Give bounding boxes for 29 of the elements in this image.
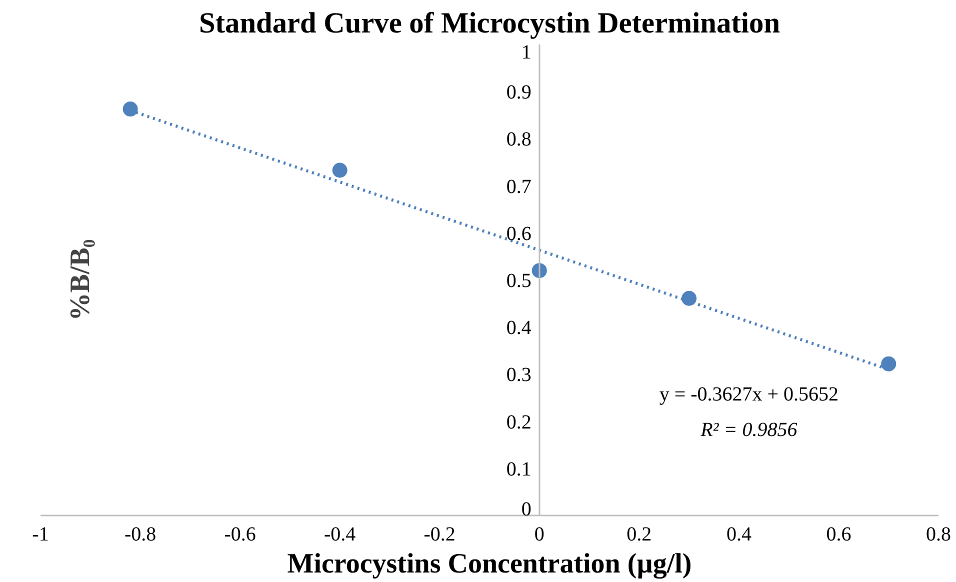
x-tick-label: -0.4 bbox=[324, 524, 356, 546]
x-tick-label: -1 bbox=[32, 524, 49, 546]
y-axis-title: %B/B₀ bbox=[65, 239, 96, 321]
y-tick-label: 0.8 bbox=[506, 128, 532, 151]
y-tick-label: 0.5 bbox=[506, 270, 532, 292]
y-tick-label: 0 bbox=[521, 498, 532, 520]
y-tick-label: 0.1 bbox=[506, 458, 532, 480]
x-tick-label: 0.2 bbox=[626, 524, 652, 546]
point bbox=[332, 162, 348, 178]
point bbox=[881, 356, 896, 372]
x-tick-label: 0.4 bbox=[726, 524, 752, 546]
x-tick-label: -0.2 bbox=[424, 524, 456, 546]
y-tick-label: 0.7 bbox=[506, 176, 532, 198]
y-tick-label: 0.9 bbox=[506, 82, 532, 104]
y-tick-label: 1 bbox=[521, 42, 532, 64]
y-tick-label: 0.6 bbox=[506, 222, 532, 245]
y-tick-label: 0.2 bbox=[506, 411, 532, 434]
x-tick-label: -0.8 bbox=[124, 524, 156, 546]
x-axis-title: Microcystins Concentration (µg/l) bbox=[287, 548, 692, 580]
x-tick-label: -0.6 bbox=[224, 524, 256, 546]
chart-title: Standard Curve of Microcystin Determination bbox=[198, 8, 780, 40]
y-tick-label: 0.3 bbox=[506, 364, 532, 386]
annotation: R² = 0.9856 bbox=[700, 418, 798, 441]
point bbox=[682, 290, 697, 306]
x-tick-label: 0.8 bbox=[926, 524, 951, 546]
point bbox=[122, 102, 138, 117]
y-tick-label: 0.4 bbox=[506, 317, 532, 340]
annotation: y = -0.3627x + 0.5652 bbox=[659, 383, 839, 406]
x-tick-label: 0.6 bbox=[826, 524, 852, 546]
